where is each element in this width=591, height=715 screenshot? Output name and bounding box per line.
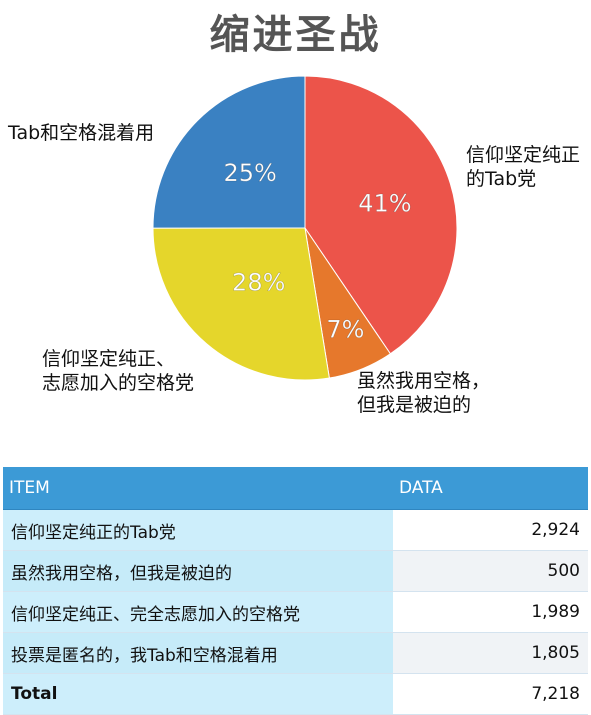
label-tab-mix: Tab和空格混着用 xyxy=(8,122,155,144)
pie-slice-percent-label: 25% xyxy=(224,159,277,187)
label-space-party: 信仰坚定纯正、 志愿加入的空格党 xyxy=(42,347,194,395)
label-space-party-line1: 信仰坚定纯正、 xyxy=(42,348,176,370)
row-data: 2,924 xyxy=(393,509,588,551)
row-data: 1,805 xyxy=(393,632,588,674)
total-label: Total xyxy=(3,673,393,715)
pie-slice xyxy=(304,75,458,355)
data-table: ITEM DATA 信仰坚定纯正的Tab党 2,924 虽然我用空格，但我是被迫… xyxy=(3,467,588,715)
row-item: 信仰坚定纯正、完全志愿加入的空格党 xyxy=(3,591,393,633)
row-item: 投票是匿名的，我Tab和空格混着用 xyxy=(3,632,393,674)
row-item: 虽然我用空格，但我是被迫的 xyxy=(3,550,393,592)
pie-slice-percent-label: 41% xyxy=(358,189,411,217)
pie-slice-percent-label: 28% xyxy=(232,268,285,296)
table-row: 信仰坚定纯正的Tab党 2,924 xyxy=(3,509,588,551)
row-data: 1,989 xyxy=(393,591,588,633)
label-forced-line1: 虽然我用空格， xyxy=(357,370,491,392)
pie-chart: 41% 7% 28% 25% xyxy=(152,75,458,381)
label-tab-party-line1: 信仰坚定纯正 xyxy=(466,144,581,166)
header-data: DATA xyxy=(393,467,588,510)
header-item: ITEM xyxy=(3,467,393,510)
row-data: 500 xyxy=(393,550,588,592)
table-row: 虽然我用空格，但我是被迫的 500 xyxy=(3,550,588,592)
row-item: 信仰坚定纯正的Tab党 xyxy=(3,509,393,551)
label-forced-line2: 但我是被迫的 xyxy=(357,394,472,416)
pie-slice-percent-label: 7% xyxy=(326,316,364,344)
table-header-row: ITEM DATA xyxy=(3,467,588,510)
label-space-party-line2: 志愿加入的空格党 xyxy=(42,372,195,394)
label-tab-party-line2: 的Tab党 xyxy=(466,168,537,190)
label-tab-party: 信仰坚定纯正 的Tab党 xyxy=(466,143,580,191)
label-forced: 虽然我用空格， 但我是被迫的 xyxy=(357,369,490,417)
table-row: 信仰坚定纯正、完全志愿加入的空格党 1,989 xyxy=(3,591,588,633)
table-row: 投票是匿名的，我Tab和空格混着用 1,805 xyxy=(3,632,588,674)
pie-slice xyxy=(152,227,330,381)
pie-slice xyxy=(152,75,306,229)
table-total-row: Total 7,218 xyxy=(3,673,588,715)
total-value: 7,218 xyxy=(393,673,588,715)
chart-title: 缩进圣战 xyxy=(209,12,382,58)
